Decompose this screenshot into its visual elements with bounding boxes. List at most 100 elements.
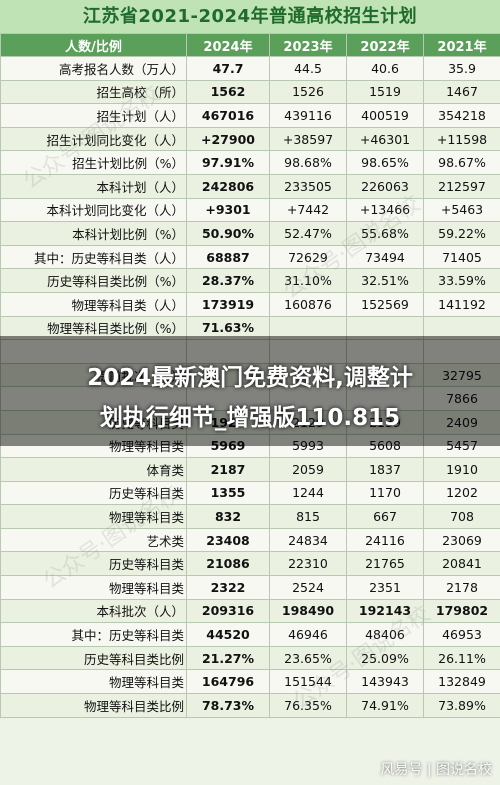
value-cell: 98.65% <box>346 150 424 175</box>
value-cell: 1355 <box>186 480 270 506</box>
value-cell: 76.35% <box>269 693 347 718</box>
value-cell <box>269 339 347 364</box>
value-cell: 98.67% <box>423 150 500 175</box>
table-row: 本科计划同比变化（人） +9301 +7442 +13466 +5463 <box>0 197 500 223</box>
value-cell: 32.51% <box>346 268 424 293</box>
value-cell: 1910 <box>423 457 500 482</box>
table-row: 其中：历史等科目类（人） 68887 72629 73494 71405 <box>0 244 500 270</box>
value-cell: 164796 <box>186 669 270 695</box>
row-label: 招生高校（所） <box>0 79 187 105</box>
value-cell <box>423 339 500 364</box>
row-label: 提前批次（人） <box>0 362 187 388</box>
table-row: 提前批次（人） 32795 <box>0 362 500 388</box>
value-cell <box>186 339 270 364</box>
value-cell: 143943 <box>346 669 424 695</box>
table-title: 江苏省2021-2024年普通高校招生计划 <box>0 0 500 33</box>
value-cell: 5993 <box>269 433 347 459</box>
value-cell <box>269 386 347 411</box>
value-cell: 33.59% <box>423 268 500 293</box>
value-cell: 32795 <box>423 362 500 388</box>
table-row: 招生高校（所） 1562 1526 1519 1467 <box>0 79 500 105</box>
value-cell: 667 <box>346 504 424 529</box>
row-label: 本科计划比例（%） <box>0 221 187 246</box>
row-label: 历史等科目类比例（%） <box>0 268 187 293</box>
value-cell: 1244 <box>269 480 347 506</box>
value-cell: 97.91% <box>186 150 270 175</box>
value-cell: 708 <box>423 504 500 529</box>
row-label: 物理等科目类 <box>0 669 187 695</box>
value-cell <box>346 315 424 341</box>
value-cell: 78.73% <box>186 693 270 718</box>
row-label: 历史等科目类 <box>0 409 187 435</box>
value-cell: 5969 <box>186 433 270 459</box>
table-row: 历史等科目类 21086 22310 21765 20841 <box>0 551 500 577</box>
header-cell: 2022年 <box>346 33 424 57</box>
row-label: 历史等科目类 <box>0 480 187 506</box>
table-row: 物理等科目类 164796 151544 143943 132849 <box>0 669 500 695</box>
value-cell: 2524 <box>269 575 347 600</box>
value-cell: 141192 <box>423 291 500 317</box>
overlay-banner: 2024最新澳门免费资料,调整计 划执行细节_增强版110.815 <box>0 336 500 446</box>
value-cell: 1926 <box>186 409 270 435</box>
value-cell: 160876 <box>269 291 347 317</box>
value-cell: +38597 <box>269 126 347 152</box>
row-label: 招生计划（人） <box>0 103 187 128</box>
value-cell: 354218 <box>423 103 500 128</box>
value-cell <box>269 362 347 388</box>
table-row: 高考报名人数（万人） 47.7 44.5 40.6 35.9 <box>0 56 500 81</box>
value-cell: 1526 <box>269 79 347 105</box>
header-row: 人数/比例 2024年 2023年 2022年 2021年 <box>0 33 500 57</box>
value-cell: 72629 <box>269 244 347 270</box>
value-cell: 28.37% <box>186 268 270 293</box>
row-label: 本科批次（人） <box>0 598 187 624</box>
value-cell: 68887 <box>186 244 270 270</box>
value-cell: 1519 <box>346 79 424 105</box>
value-cell: 1202 <box>423 480 500 506</box>
value-cell: +9301 <box>186 197 270 223</box>
value-cell: 40.6 <box>346 56 424 81</box>
value-cell: 212597 <box>423 173 500 199</box>
value-cell: +7442 <box>269 197 347 223</box>
row-label: 其中：历史等科目类（人） <box>0 244 187 270</box>
value-cell: 73494 <box>346 244 424 270</box>
table-row: 物理等科目类比例 78.73% 76.35% 74.91% 73.89% <box>0 693 500 718</box>
value-cell: 23408 <box>186 527 270 553</box>
value-cell: +46301 <box>346 126 424 152</box>
value-cell: 21086 <box>186 551 270 577</box>
value-cell: 152569 <box>346 291 424 317</box>
value-cell: 1170 <box>346 480 424 506</box>
value-cell: 44520 <box>186 622 270 647</box>
row-label: 历史等科目类比例 <box>0 645 187 671</box>
value-cell: 179802 <box>423 598 500 624</box>
value-cell: 1562 <box>186 79 270 105</box>
value-cell: 7866 <box>423 386 500 411</box>
row-label: 物理等科目类（人） <box>0 291 187 317</box>
value-cell: 74.91% <box>346 693 424 718</box>
table-row: 历史等科目类比例 21.27% 23.65% 25.09% 26.11% <box>0 645 500 671</box>
value-cell: 35.9 <box>423 56 500 81</box>
value-cell <box>346 339 424 364</box>
table-row: 历史等科目类 1926 2129 2139 2409 <box>0 409 500 435</box>
table-row: 物理等科目类（人） 173919 160876 152569 141192 <box>0 291 500 317</box>
value-cell <box>186 386 270 411</box>
table-row: 本科计划（人） 242806 233505 226063 212597 <box>0 173 500 199</box>
value-cell: 73.89% <box>423 693 500 718</box>
value-cell: 2139 <box>346 409 424 435</box>
row-label: 高考报名人数（万人） <box>0 56 187 81</box>
value-cell: 46946 <box>269 622 347 647</box>
value-cell: 226063 <box>346 173 424 199</box>
row-label <box>0 386 187 411</box>
row-label: 本科计划（人） <box>0 173 187 199</box>
value-cell: +13466 <box>346 197 424 223</box>
value-cell: 23069 <box>423 527 500 553</box>
value-cell: 1837 <box>346 457 424 482</box>
row-label: 招生计划比例（%） <box>0 150 187 175</box>
value-cell: 198490 <box>269 598 347 624</box>
value-cell: 439116 <box>269 103 347 128</box>
value-cell: 173919 <box>186 291 270 317</box>
value-cell: 47.7 <box>186 56 270 81</box>
table-row: 招生计划（人） 467016 439116 400519 354218 <box>0 103 500 128</box>
row-label: 其中：历史等科目类 <box>0 622 187 647</box>
table-row <box>0 339 500 364</box>
table-row: 7866 <box>0 386 500 411</box>
